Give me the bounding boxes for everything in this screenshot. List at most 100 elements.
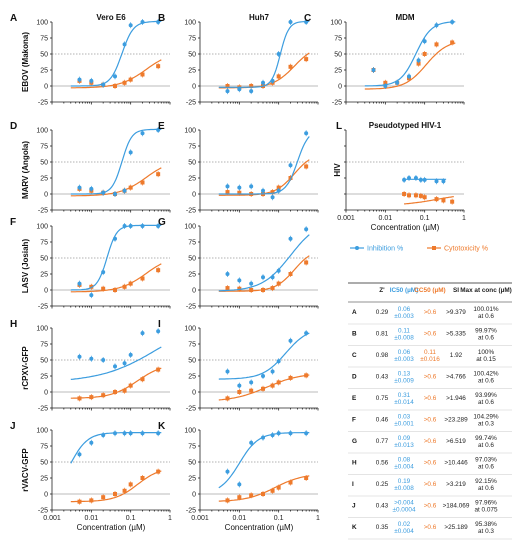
cytotoxicity-point [113,390,118,394]
table-cell: B [352,331,357,338]
cytotoxicity-point [304,260,309,265]
cytotoxicity-point [128,185,133,190]
inhibition-point [122,431,127,436]
cytotoxicity-point [304,373,309,378]
inhibition-point [249,440,254,445]
table-cell: >10.446 [444,460,468,467]
y-tick-label: 75 [334,35,342,42]
inhibition-point [434,23,439,28]
cytotoxicity-point [140,276,145,281]
cytotoxicity-point [422,195,427,200]
cytotoxicity-point [101,286,106,291]
panel-K: -25 0 25 50 75 100 0.001 0.01 0.1 1 Concentration … [158,421,320,532]
y-tick-label: 25 [40,271,48,278]
table-cell: >4.766 [446,374,466,381]
table-cell: 100% at 0.15 [476,349,496,363]
inhibition-point [128,352,133,357]
inhibition-fit-curve [364,21,456,87]
cytotoxicity-point [122,284,127,289]
x-tick-label: 1 [316,515,320,522]
table-cell: 0.43 [376,374,389,381]
panel-label: K [158,421,166,432]
table-cell: G [352,438,357,445]
y-axis-label: MARV (Angola) [21,141,30,199]
inhibition-point [113,431,118,436]
y-tick-label: 50 [188,51,196,58]
inhibition-point [270,275,275,280]
table-cell: >0.6 [424,395,437,402]
y-tick-label: -25 [186,507,196,514]
table-cell: >0.6 [424,417,437,424]
cytotoxicity-point [122,488,127,493]
inhibition-point [128,23,133,28]
inhibition-point [304,227,309,232]
y-tick-label: 0 [192,83,196,90]
y-tick-label: 0 [192,191,196,198]
inhibition-fit-curve [218,234,310,292]
inhibition-point [140,224,145,228]
cytotoxicity-point [225,286,230,291]
inhibition-fit-curve [218,432,310,489]
table-cell: H [352,460,357,467]
inhibition-point [402,177,407,182]
cytotoxicity-fit-curve [70,263,162,293]
inhibition-point [304,20,309,24]
inhibition-point [89,78,94,83]
inhibition-point [156,128,161,132]
panel-title: Pseudotyped HIV-1 [369,121,442,130]
table-cell: 0.35 [376,524,389,531]
table-header: CC50 (µM) [414,287,445,294]
cytotoxicity-point [249,84,254,88]
table-cell: 92.15% at 0.6 [475,478,497,492]
y-tick-label: 75 [188,443,196,450]
panel-label: H [10,319,17,330]
y-tick-label: 50 [188,159,196,166]
table-cell: 0.75 [376,395,389,402]
table-cell: 0.08 ±0.004 [394,457,414,471]
table-cell: >3.219 [446,481,466,488]
cytotoxicity-point [77,499,82,504]
x-tick-label: 1 [462,215,466,222]
table-cell: 0.25 [376,481,389,488]
y-tick-label: 75 [188,143,196,150]
inhibition-point [249,184,254,189]
panel-I: -25 0 25 50 75 100 I [158,319,319,412]
table-cell: >0.004 ±0.0004 [392,500,415,514]
panel-B: -25 0 25 50 75 100 B Huh7 [158,13,319,106]
panel-title: MDM [395,13,414,22]
y-tick-label: -25 [186,207,196,214]
y-tick-label: 75 [188,35,196,42]
table-cell: 0.09 ±0.013 [394,435,414,449]
cytotoxicity-fit-curve [70,470,162,503]
table-cell: 0.56 [376,460,389,467]
inhibition-point [288,20,293,24]
table-header: IC50 (µM) [390,287,419,294]
cytotoxicity-point [122,388,127,393]
inhibition-point [77,452,82,457]
y-tick-label: -25 [186,99,196,106]
x-tick-label: 0.1 [420,215,430,222]
inhibition-point [237,185,242,190]
cytotoxicity-point [304,164,309,169]
cytotoxicity-fit-curve [404,196,454,205]
cytotoxicity-point [276,74,281,79]
table-cell: 0.02 ±0.004 [394,521,414,535]
cytotoxicity-point [441,198,446,203]
cytotoxicity-point [156,64,161,69]
cytotoxicity-fit-curve [218,475,310,502]
inhibition-point [140,131,145,136]
y-tick-label: 0 [44,389,48,396]
inhibition-point [413,176,418,180]
y-tick-label: 75 [40,239,48,246]
inhibition-point [156,431,161,436]
cytotoxicity-point [225,396,230,401]
cytotoxicity-point [140,377,145,382]
y-tick-label: 25 [40,67,48,74]
y-tick-label: 25 [188,271,196,278]
inhibition-point [89,186,94,191]
y-tick-label: 100 [184,427,196,434]
inhibition-point [77,354,82,359]
y-tick-label: 50 [40,51,48,58]
inhibition-point [113,236,118,241]
table-cell: D [352,374,357,381]
